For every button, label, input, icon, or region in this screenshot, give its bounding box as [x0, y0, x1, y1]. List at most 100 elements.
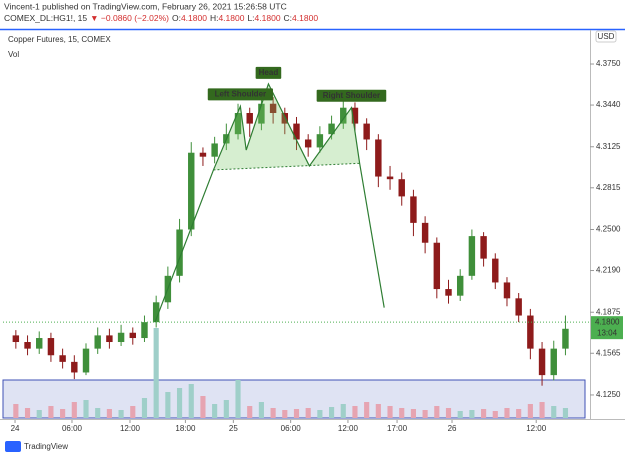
candle-body	[129, 332, 136, 339]
last-price-box	[591, 316, 623, 340]
volume-bar	[282, 410, 288, 418]
candle-body	[188, 152, 195, 230]
volume-bar	[457, 411, 463, 418]
pattern-label: Right Shoulder	[323, 91, 380, 100]
plot-layer: 4.3750 4.3440 4.3125 4.2815 4.2500 4.2190 4.18…	[3, 59, 623, 433]
publisher: Vincent-1 published on TradingView.com, …	[4, 1, 287, 11]
volume-bar	[317, 410, 323, 418]
x-tick-label: 12:00	[120, 424, 141, 433]
candle-body	[363, 123, 370, 140]
candle-body	[550, 348, 557, 376]
candle-body	[351, 107, 359, 124]
y-tick-label: 4.1565	[596, 348, 621, 357]
candle-body	[515, 298, 522, 316]
volume-bar	[364, 402, 370, 418]
candle-body	[304, 139, 312, 148]
volume-bar	[410, 409, 416, 418]
volume-bar	[48, 406, 54, 418]
candle-body	[375, 139, 382, 177]
volume-bar	[24, 408, 31, 418]
candle-body	[106, 335, 113, 343]
volume-bar	[445, 408, 452, 418]
x-tick-label: 24	[11, 424, 20, 433]
volume-bar	[258, 402, 264, 418]
volume-bar	[422, 410, 428, 418]
candle-body	[433, 242, 441, 290]
candle-body	[445, 289, 452, 296]
y-tick-label: 4.2815	[596, 183, 621, 192]
volume-bar	[305, 408, 311, 418]
volume-bar	[83, 400, 89, 418]
y-tick-label: 4.3750	[596, 59, 621, 68]
candle-body	[71, 361, 78, 373]
candle-body	[199, 152, 207, 157]
y-tick-label: 4.1875	[596, 307, 621, 316]
candle-body	[234, 113, 242, 135]
candle-body	[176, 229, 183, 276]
candle-body	[340, 107, 347, 124]
pattern-label-box	[255, 66, 282, 79]
candle-body	[47, 338, 55, 356]
candle-body	[468, 236, 476, 276]
y-tick-label: 4.1250	[596, 390, 621, 399]
candle-body	[527, 315, 534, 349]
volume-bar	[434, 406, 440, 418]
volume-bar	[329, 407, 335, 418]
candle-body	[456, 275, 464, 296]
x-tick-label: 12:00	[338, 424, 359, 433]
candle-body	[398, 179, 405, 197]
candle-body	[480, 236, 487, 259]
candle-body	[152, 302, 160, 323]
brand: TradingView	[24, 442, 68, 451]
volume-label: Vol	[8, 50, 19, 59]
x-tick-label: 12:00	[526, 424, 547, 433]
candle-body	[293, 123, 300, 140]
volume-bar	[200, 396, 206, 418]
candle-body	[492, 258, 499, 283]
volume-bar	[141, 398, 148, 418]
candle-body	[281, 113, 289, 124]
volume-bar	[36, 410, 42, 418]
candle-body	[141, 322, 148, 339]
volume-bar	[481, 409, 487, 418]
volume-bar	[212, 404, 218, 418]
candle-body	[59, 355, 66, 362]
volume-bar	[492, 411, 498, 418]
volume-bar	[153, 328, 159, 418]
c-label: C:	[284, 13, 293, 23]
volume-bar	[527, 404, 533, 418]
candle-body	[24, 342, 31, 349]
pattern-label-box	[316, 89, 387, 102]
candle-body	[269, 103, 277, 114]
x-tick-label: 17:00	[387, 424, 408, 433]
o-value: 4.1800	[181, 13, 207, 23]
volume-bar	[539, 402, 545, 418]
candle-body	[386, 176, 394, 180]
l-value: 4.1800	[255, 13, 281, 23]
candle-body	[117, 332, 125, 343]
volume-bar	[387, 406, 393, 418]
candle-body	[421, 222, 429, 243]
last-price-label: 4.1800	[595, 317, 620, 326]
pattern-line	[154, 82, 385, 323]
volume-bar	[106, 409, 112, 418]
volume-bar	[375, 404, 381, 418]
volume-bar	[516, 409, 522, 418]
candle-body	[503, 282, 511, 299]
pattern-fill	[213, 83, 360, 170]
countdown: 13:04	[597, 328, 618, 337]
volume-bar	[176, 388, 183, 418]
volume-bar	[13, 404, 19, 418]
pattern-label-box	[207, 88, 273, 101]
volume-bar	[551, 406, 557, 418]
h-value: 4.1800	[218, 13, 244, 23]
volume-bar	[340, 404, 346, 418]
brand-logo	[5, 441, 21, 452]
series-title: Copper Futures, 15, COMEX	[8, 35, 111, 44]
h-label: H:	[210, 13, 219, 23]
candle-body	[94, 335, 101, 349]
currency-box	[595, 30, 617, 43]
pattern-label: Left Shoulder	[215, 89, 267, 98]
candle-body	[562, 328, 569, 349]
